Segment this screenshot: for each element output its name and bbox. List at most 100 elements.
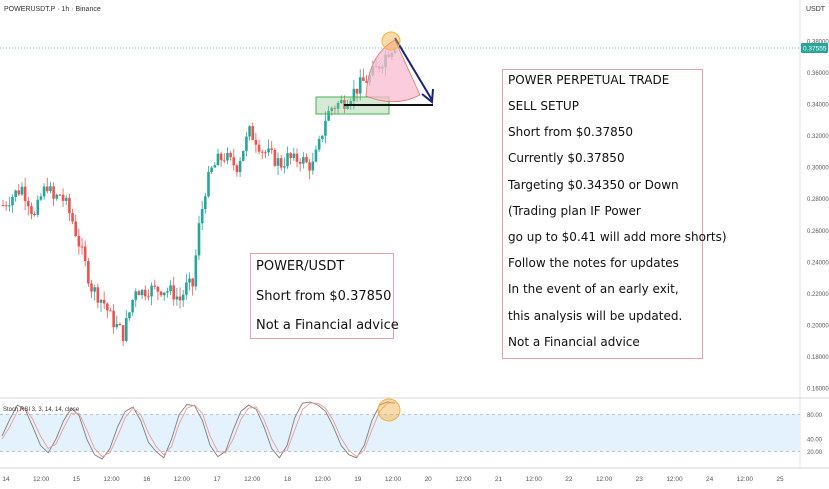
- currency-label: USDT: [806, 6, 826, 13]
- note-left-line: Short from $0.37850: [256, 289, 392, 304]
- candle-body: [134, 291, 138, 300]
- note-right-line: Currently $0.37850: [508, 151, 625, 165]
- candle-body: [156, 286, 160, 292]
- candle-body: [185, 282, 188, 295]
- candle-body: [248, 126, 251, 137]
- candle-body: [330, 107, 334, 111]
- stoch-highlight-circle: [377, 398, 401, 422]
- stoch-tick-label: 80.00: [807, 413, 823, 419]
- time-tick-label: 12:00: [314, 476, 331, 483]
- price-tick-label: 0.36000: [807, 71, 829, 77]
- candle-body: [238, 160, 242, 173]
- candle-body: [93, 287, 96, 292]
- candle-body: [324, 120, 327, 136]
- note-left-line: POWER/USDT: [256, 259, 345, 274]
- candle-body: [137, 291, 141, 296]
- time-tick-label: 12:00: [103, 476, 120, 483]
- time-tick-label: 15: [73, 476, 81, 483]
- time-tick-label: 22: [565, 476, 573, 483]
- candle-body: [289, 153, 292, 158]
- candle-body: [68, 197, 71, 213]
- candle-body: [11, 196, 14, 206]
- candle-body: [207, 172, 210, 197]
- time-tick-label: 12:00: [596, 476, 613, 483]
- candle-body: [302, 157, 305, 164]
- candle-body: [99, 299, 103, 303]
- down-arrow-head: [421, 88, 434, 104]
- stoch-k-line: [1, 401, 396, 460]
- candle-body: [181, 294, 185, 301]
- candle-body: [292, 153, 296, 158]
- time-tick-label: 14: [2, 476, 10, 483]
- candle-body: [153, 285, 157, 287]
- candle-body: [194, 255, 198, 287]
- candle-body: [191, 278, 194, 287]
- note-right-line: Not a Financial advice: [508, 335, 640, 349]
- stoch-d-line: [1, 402, 396, 458]
- candle-body: [26, 201, 30, 207]
- note-right-line: In the event of an early exit,: [508, 282, 679, 296]
- time-tick-label: 16: [143, 476, 151, 483]
- candle-body: [150, 285, 153, 297]
- time-tick-label: 25: [776, 476, 784, 483]
- candle-body: [286, 153, 289, 167]
- candle-body: [175, 296, 179, 300]
- candle-body: [159, 291, 163, 296]
- candle-body: [295, 153, 299, 162]
- candle-body: [124, 318, 128, 341]
- candle-body: [235, 165, 239, 173]
- time-tick-label: 19: [354, 476, 362, 483]
- candle-body: [128, 312, 131, 319]
- candle-body: [36, 199, 40, 215]
- candle-body: [83, 246, 87, 262]
- candle-body: [143, 289, 147, 297]
- candle-body: [320, 135, 324, 139]
- price-tick-label: 0.22000: [807, 292, 829, 298]
- candle-body: [222, 160, 226, 162]
- note-left: POWER/USDT Short from $0.37850 Not a Fin…: [250, 253, 399, 339]
- candle-body: [55, 194, 59, 199]
- candle-body: [140, 289, 144, 296]
- candle-body: [106, 303, 109, 311]
- candle-body: [213, 165, 217, 168]
- candle-body: [355, 88, 359, 94]
- candle-body: [270, 148, 274, 150]
- candle-body: [283, 166, 286, 168]
- candle-body: [118, 323, 122, 326]
- candle-body: [112, 310, 115, 328]
- stoch-rsi-panel: 80.00 40.00 20.00 Stoch RSI 3, 3, 14, 14, c…: [0, 398, 823, 460]
- candle-body: [115, 323, 119, 328]
- price-tick-label: 0.34000: [807, 103, 829, 109]
- candle-body: [314, 149, 318, 162]
- time-tick-label: 12:00: [244, 476, 261, 483]
- price-tick-label: 0.24000: [807, 260, 829, 266]
- candle-body: [121, 325, 125, 341]
- time-tick-label: 12:00: [737, 476, 754, 483]
- candle-body: [58, 194, 62, 196]
- time-axis[interactable]: 14 12:00 15 12:00 16 12:00 17 12:00 18 12:00 19 12:…: [2, 476, 784, 483]
- candle-body: [279, 158, 283, 168]
- candle-body: [45, 186, 49, 192]
- time-tick-label: 24: [706, 476, 714, 483]
- price-tick-label: 0.18000: [807, 355, 829, 361]
- price-badge: [801, 43, 828, 54]
- note-right-line: Short from $0.37850: [508, 125, 634, 139]
- candle-body: [251, 126, 255, 141]
- price-axis[interactable]: 0.38000 0.36000 0.34000 0.32000 0.30000 0.280…: [801, 40, 829, 393]
- candle-body: [216, 153, 220, 166]
- candle-body: [254, 140, 258, 145]
- note-right-line: this analysis will be updated.: [508, 309, 683, 323]
- candle-body: [333, 107, 337, 109]
- candle-body: [257, 144, 261, 152]
- price-tick-label: 0.38000: [807, 40, 829, 46]
- price-tick-label: 0.32000: [807, 134, 829, 140]
- candle-body: [308, 162, 311, 171]
- time-tick-label: 12:00: [385, 476, 402, 483]
- note-left-line: Not a Financial advice: [256, 318, 399, 333]
- candle-body: [42, 186, 46, 197]
- candle-body: [232, 157, 236, 166]
- reversal-shape: [365, 39, 421, 103]
- symbol-title: POWERUSDT.P · 1h · Binance: [4, 6, 101, 13]
